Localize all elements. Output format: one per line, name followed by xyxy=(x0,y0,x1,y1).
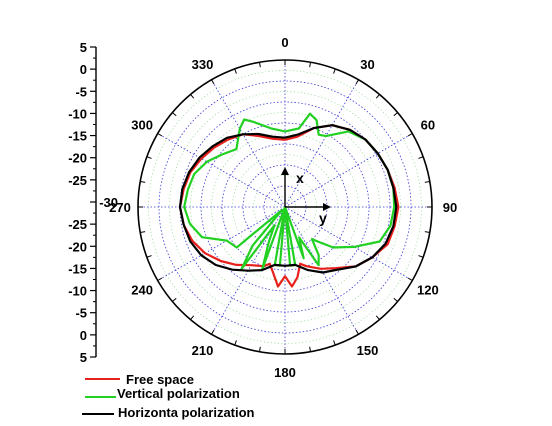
outer-tick-170 xyxy=(309,346,312,352)
outer-tick-100 xyxy=(424,231,430,234)
series-lines xyxy=(178,112,400,288)
inset-axes: x y xyxy=(281,167,331,226)
angle-label-0: 0 xyxy=(281,35,288,50)
radial-tick-label-0: 5 xyxy=(80,40,87,55)
outer-tick-140 xyxy=(375,315,380,320)
spoke-120 xyxy=(284,206,413,281)
spoke-150 xyxy=(284,206,359,335)
legend-label-vertical: Vertical polarization xyxy=(117,386,240,401)
legend-label-free-space: Free space xyxy=(126,372,194,387)
angle-label-240: 240 xyxy=(131,283,153,298)
outer-tick-80 xyxy=(424,180,430,183)
outer-tick-280 xyxy=(140,180,146,183)
outer-tick-230 xyxy=(172,297,177,302)
spoke-30 xyxy=(284,79,359,208)
radial-tick-label-4: -15 xyxy=(68,129,87,144)
outer-tick-210 xyxy=(211,329,215,335)
radial-tick-label-7: -30 xyxy=(99,195,118,210)
outer-tick-220 xyxy=(190,315,195,320)
outer-tick-40 xyxy=(375,94,380,99)
inset-y-label: y xyxy=(319,210,327,226)
outer-tick-290 xyxy=(146,156,152,159)
spoke-300 xyxy=(157,133,286,208)
radial-tick-label-14: 5 xyxy=(80,350,87,365)
outer-tick-340 xyxy=(234,68,237,74)
angle-label-330: 330 xyxy=(192,57,214,72)
outer-tick-240 xyxy=(157,277,163,281)
legend-label-horizontal: Horizonta polarization xyxy=(118,405,255,420)
radial-scale: 5 0 -5 -10 -15 -20 -25 -30 -25 -20 -15 -10 -5 0 5 xyxy=(68,40,118,365)
outer-tick-30 xyxy=(355,79,359,85)
radial-tick-label-5: -20 xyxy=(68,151,87,166)
outer-tick-20 xyxy=(333,68,336,74)
angle-label-120: 120 xyxy=(417,283,439,298)
radial-tick-label-12: -5 xyxy=(75,306,87,321)
radial-tick-label-13: 0 xyxy=(80,328,87,343)
outer-tick-200 xyxy=(234,340,237,346)
outer-tick-110 xyxy=(418,255,424,258)
inset-y-arrowhead xyxy=(323,203,331,211)
series-line-2 xyxy=(178,124,398,274)
radial-tick-label-1: 0 xyxy=(80,62,87,77)
outer-tick-120 xyxy=(407,277,413,281)
angle-label-210: 210 xyxy=(192,343,214,358)
radial-tick-label-9: -20 xyxy=(68,239,87,254)
angle-label-90: 90 xyxy=(443,200,457,215)
outer-tick-160 xyxy=(333,340,336,346)
angle-label-180: 180 xyxy=(274,365,296,380)
spoke-330 xyxy=(211,79,286,208)
radial-tick-label-11: -10 xyxy=(68,284,87,299)
legend: Free space Vertical polarization Horizon… xyxy=(82,372,255,420)
radial-tick-label-2: -5 xyxy=(75,84,87,99)
angle-label-60: 60 xyxy=(421,118,435,133)
angle-label-300: 300 xyxy=(131,118,153,133)
outer-tick-250 xyxy=(146,255,152,258)
spoke-240 xyxy=(157,206,286,281)
inset-x-label: x xyxy=(296,170,304,186)
angle-label-270: 270 xyxy=(109,200,131,215)
outer-tick-330 xyxy=(211,79,215,85)
radial-tick-label-3: -10 xyxy=(68,106,87,121)
radial-tick-label-6: -25 xyxy=(68,173,87,188)
angle-labels: 0 30 60 90 120 150 180 210 240 270 300 330 xyxy=(109,35,457,380)
outer-tick-190 xyxy=(258,346,261,352)
angle-label-150: 150 xyxy=(357,343,379,358)
outer-tick-150 xyxy=(355,329,359,335)
radial-tick-label-8: -25 xyxy=(68,217,87,232)
outer-tick-70 xyxy=(418,156,424,159)
outer-tick-320 xyxy=(190,94,195,99)
radial-tick-label-10: -15 xyxy=(68,261,87,276)
outer-tick-10 xyxy=(309,62,312,68)
outer-tick-130 xyxy=(393,297,398,302)
outer-tick-60 xyxy=(407,133,413,137)
spoke-60 xyxy=(284,133,413,208)
outer-tick-350 xyxy=(258,62,261,68)
angle-label-30: 30 xyxy=(360,57,374,72)
outer-tick-300 xyxy=(157,133,163,137)
outer-tick-260 xyxy=(140,231,146,234)
outer-tick-50 xyxy=(393,112,398,117)
outer-tick-310 xyxy=(172,112,177,117)
inset-x-arrowhead xyxy=(281,167,289,175)
outer-circle xyxy=(137,59,433,355)
